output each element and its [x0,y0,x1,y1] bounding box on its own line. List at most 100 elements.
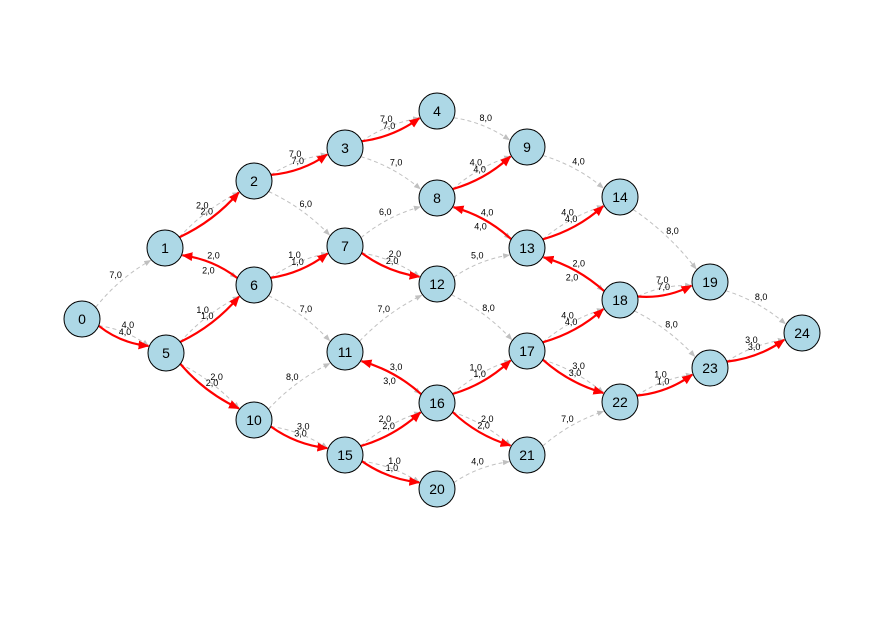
node-0: 0 [63,300,101,338]
flow-edge-13-14 [542,205,605,241]
node-label-9: 9 [523,139,531,155]
flow-edge-5-10 [179,363,240,410]
flow-edge-label-6-1: 2,0 [202,265,215,275]
node-label-12: 12 [429,276,445,292]
node-7: 7 [326,227,364,265]
node-circle-12 [418,265,456,303]
node-22: 22 [601,383,639,421]
dashed-edge-label-16-21: 2,0 [481,414,494,424]
flow-edge-6-1 [181,252,239,279]
node-circle-22 [601,383,639,421]
dashed-edge-10-11 [268,362,331,410]
dashed-edge-label-5-10: 2,0 [210,372,223,382]
dashed-edge-label-12-17: 8,0 [482,303,495,313]
node-circle-23 [691,349,729,387]
dashed-edge-label-8-9: 4,0 [470,158,483,168]
dashed-edge-label-7-12: 2,0 [389,249,402,259]
flow-edge-16-21 [451,411,512,447]
node-circle-14 [601,178,639,216]
flow-edge-7-12 [360,252,421,280]
flow-edges [98,117,786,486]
node-8: 8 [418,179,456,217]
node-12: 12 [418,265,456,303]
node-circle-3 [326,129,364,167]
node-circle-17 [508,332,546,370]
node-circle-9 [508,128,546,166]
node-label-2: 2 [250,173,258,189]
flow-edge-label-5-6: 1,0 [201,311,214,321]
dashed-edge-22-23 [636,372,693,397]
node-11: 11 [326,333,364,371]
flow-edge-label-18-19: 7,0 [657,282,670,292]
dashed-edge-label-10-15: 3,0 [297,422,310,432]
dashed-edge-label-3-8: 7,0 [390,158,403,168]
flow-edge-10-15 [270,425,329,452]
node-label-11: 11 [338,344,353,360]
node-label-8: 8 [433,190,441,206]
flow-edge-label-13-8: 4,0 [474,222,487,232]
node-label-3: 3 [341,140,349,156]
node-label-4: 4 [433,103,441,119]
dashed-edge-label-19-24: 8,0 [755,292,768,302]
dashed-edge-label-14-19: 8,0 [666,226,679,236]
dashed-edge-label-11-16: 3,0 [390,362,403,372]
dashed-edge-label-0-1: 7,0 [109,270,122,280]
node-13: 13 [508,229,546,267]
dashed-edge-label-2-7: 6,0 [300,199,313,209]
flow-edge-label-16-11: 3,0 [383,376,396,386]
node-3: 3 [326,129,364,167]
node-circle-24 [783,314,821,352]
dashed-edge-14-19 [632,208,697,270]
dashed-edge-label-8-13: 4,0 [481,208,494,218]
flow-edge-label-17-22: 3,0 [569,368,582,378]
flow-edge-16-17 [452,359,512,396]
node-circle-21 [508,436,546,474]
flow-edge-3-4 [361,117,421,143]
node-label-7: 7 [341,238,349,254]
flow-edge-8-9 [452,155,512,191]
flow-edge-5-6 [179,295,240,343]
node-circle-11 [326,333,364,371]
flow-edge-18-13 [542,255,606,293]
flow-edge-label-3-4: 7,0 [383,121,396,131]
dashed-edge-label-2-3: 7,0 [289,149,302,159]
node-2: 2 [235,162,273,200]
node-21: 21 [508,436,546,474]
flow-edge-17-22 [542,358,605,395]
node-circle-7 [326,227,364,265]
dashed-edge-label-18-23: 8,0 [665,320,678,330]
dashed-edge-label-12-13: 5,0 [471,251,484,261]
dashed-edge-label-9-14: 4,0 [572,157,585,167]
node-label-24: 24 [794,325,810,341]
dashed-edge-18-23 [634,310,696,358]
dashed-edge-label-17-22: 3,0 [572,361,585,371]
dashed-edge-20-21 [453,459,510,484]
dashed-edge-12-17 [451,294,513,341]
dashed-edge-label-1-6: 2,0 [207,251,220,261]
node-label-15: 15 [337,447,353,463]
node-circle-1 [146,229,184,267]
flow-edge-15-20 [361,460,421,486]
node-circle-0 [63,300,101,338]
node-circle-4 [418,92,456,130]
dashed-edge-label-13-14: 4,0 [561,208,574,218]
dashed-edge-2-3 [270,152,328,176]
flow-edge-16-11 [360,359,423,396]
flow-edge-15-16 [360,411,422,448]
dashed-edge-label-11-12: 7,0 [378,304,391,314]
dashed-edge-label-21-22: 7,0 [561,414,574,424]
flow-edge-label-17-18: 4,0 [565,317,578,327]
flow-edge-label-13-14: 4,0 [565,214,578,224]
dashed-edge-label-18-19: 7,0 [656,275,669,285]
node-6: 6 [235,266,273,304]
flow-edge-label-22-23: 1,0 [657,376,670,386]
node-label-1: 1 [161,240,169,256]
flow-edge-label-15-16: 2,0 [382,421,395,431]
dashed-edge-4-9 [453,117,510,141]
dashed-edge-label-23-24: 3,0 [745,335,758,345]
node-label-6: 6 [250,277,258,293]
node-18: 18 [601,281,639,319]
node-4: 4 [418,92,456,130]
node-label-22: 22 [612,394,628,410]
flow-edge-2-3 [270,153,329,176]
